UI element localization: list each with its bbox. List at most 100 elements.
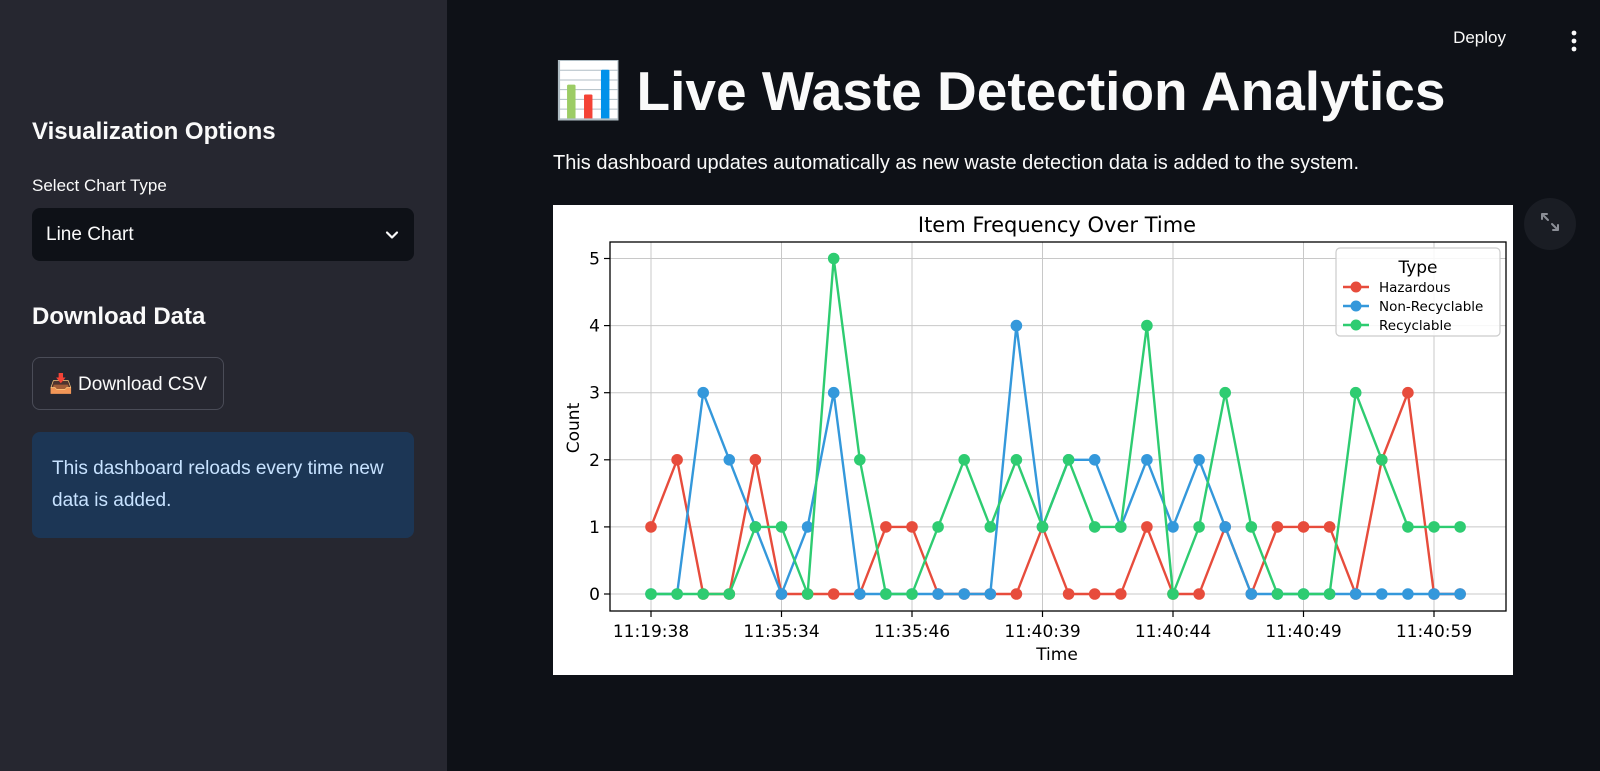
- download-data-heading: Download Data: [32, 303, 206, 330]
- data-point-recyclable: [1141, 319, 1153, 332]
- legend-swatch-marker: [1350, 281, 1362, 293]
- data-point-non-recyclable: [854, 588, 866, 600]
- data-point-recyclable: [645, 588, 657, 600]
- data-point-recyclable: [1297, 588, 1310, 600]
- data-point-recyclable: [932, 521, 944, 533]
- chart-type-value: Line Chart: [46, 223, 134, 245]
- legend-entry-label: Non-Recyclable: [1379, 299, 1483, 315]
- data-point-non-recyclable: [1428, 588, 1440, 600]
- page-title: 📊 Live Waste Detection Analytics: [554, 58, 1445, 123]
- data-point-hazardous: [827, 588, 840, 600]
- data-point-non-recyclable: [1219, 521, 1231, 533]
- chevron-down-icon: [384, 227, 400, 243]
- line-chart: Item Frequency Over Time Time Count 0 1 2 3…: [553, 205, 1513, 675]
- data-point-hazardous: [1193, 588, 1205, 600]
- data-point-recyclable: [1193, 521, 1205, 533]
- chart-type-label: Select Chart Type: [32, 176, 167, 195]
- legend-entry-label: Recyclable: [1379, 318, 1452, 334]
- download-csv-label: 📥 Download CSV: [49, 373, 207, 395]
- data-point-non-recyclable: [932, 588, 944, 600]
- data-point-recyclable: [1010, 454, 1023, 466]
- data-point-recyclable: [1402, 521, 1414, 533]
- legend-box: [1335, 247, 1501, 337]
- data-point-hazardous: [1010, 588, 1023, 600]
- data-point-recyclable: [1323, 588, 1336, 600]
- data-point-non-recyclable: [1376, 588, 1388, 600]
- data-point-hazardous: [1402, 386, 1414, 399]
- download-csv-button[interactable]: 📥 Download CSV: [32, 357, 224, 410]
- x-tick-label: 11:40:39: [1004, 622, 1080, 642]
- chart-svg: Item Frequency Over Time Time Count 0 1 2 3…: [564, 213, 1507, 665]
- data-point-hazardous: [1323, 521, 1336, 533]
- fullscreen-button[interactable]: [1524, 198, 1576, 250]
- data-point-non-recyclable: [1088, 454, 1101, 466]
- data-point-recyclable: [1167, 588, 1179, 600]
- main-content: Deploy 📊 Live Waste Detection Analytics …: [447, 0, 1600, 771]
- data-point-recyclable: [1036, 521, 1049, 533]
- data-point-recyclable: [1115, 521, 1127, 533]
- data-point-recyclable: [671, 588, 683, 600]
- data-point-recyclable: [723, 588, 736, 600]
- data-point-hazardous: [1297, 521, 1310, 533]
- x-tick-label: 11:40:49: [1265, 622, 1341, 642]
- data-point-recyclable: [1271, 588, 1284, 600]
- x-tick-label: 11:35:34: [743, 622, 819, 642]
- data-point-recyclable: [1454, 521, 1466, 533]
- expand-icon: [1539, 211, 1561, 238]
- y-tick-label: 5: [589, 250, 600, 270]
- plot-frame: [609, 241, 1507, 612]
- data-point-recyclable: [984, 521, 997, 533]
- data-point-recyclable: [854, 454, 866, 466]
- data-point-recyclable: [1428, 521, 1440, 533]
- sidebar: Visualization Options Select Chart Type …: [0, 0, 447, 771]
- x-axis-label: Time: [1035, 645, 1078, 665]
- data-point-recyclable: [1062, 454, 1075, 466]
- data-point-non-recyclable: [1245, 588, 1258, 600]
- data-point-hazardous: [1088, 588, 1101, 600]
- legend-entry-label: Hazardous: [1379, 280, 1451, 296]
- data-point-recyclable: [1088, 521, 1101, 533]
- deploy-button[interactable]: Deploy: [1453, 28, 1506, 47]
- data-point-non-recyclable: [775, 588, 788, 600]
- data-point-recyclable: [1376, 454, 1388, 466]
- data-point-non-recyclable: [1167, 521, 1179, 533]
- data-point-recyclable: [801, 588, 814, 600]
- data-point-non-recyclable: [697, 386, 709, 399]
- data-point-hazardous: [906, 521, 918, 533]
- data-point-recyclable: [1219, 386, 1231, 399]
- data-point-hazardous: [1062, 588, 1075, 600]
- more-vertical-icon[interactable]: [1564, 28, 1584, 54]
- page-subtitle: This dashboard updates automatically as …: [553, 152, 1360, 174]
- info-alert: This dashboard reloads every time new da…: [32, 432, 414, 538]
- legend-swatch-marker: [1350, 300, 1362, 312]
- y-axis-label: Count: [564, 402, 584, 453]
- chart-type-select[interactable]: Line Chart: [32, 208, 414, 261]
- data-point-non-recyclable: [1010, 319, 1023, 332]
- x-tick-label: 11:19:38: [613, 622, 689, 642]
- data-point-hazardous: [1141, 521, 1153, 533]
- data-point-non-recyclable: [827, 386, 840, 399]
- data-point-recyclable: [697, 588, 709, 600]
- x-tick-label: 11:40:59: [1396, 622, 1472, 642]
- data-point-hazardous: [880, 521, 892, 533]
- data-point-hazardous: [1115, 588, 1127, 600]
- data-point-recyclable: [1349, 386, 1362, 399]
- y-tick-label: 4: [589, 317, 600, 337]
- chart-legend: Type Hazardous Non-Recyclable Recyclable: [1335, 247, 1501, 337]
- data-point-non-recyclable: [1349, 588, 1362, 600]
- data-point-non-recyclable: [801, 521, 814, 533]
- bar-chart-emoji-icon: 📊: [554, 59, 623, 121]
- data-point-non-recyclable: [1193, 454, 1205, 466]
- y-tick-label: 3: [589, 384, 600, 404]
- data-point-hazardous: [671, 454, 683, 466]
- y-tick-label: 2: [589, 451, 600, 471]
- y-tick-label: 0: [589, 585, 600, 605]
- page-title-text: Live Waste Detection Analytics: [636, 59, 1446, 122]
- visualization-options-heading: Visualization Options: [32, 118, 276, 145]
- y-tick-label: 1: [589, 518, 600, 538]
- x-tick-label: 11:40:44: [1135, 622, 1211, 642]
- data-point-non-recyclable: [723, 454, 736, 466]
- legend-title: Type: [1397, 258, 1437, 278]
- data-point-hazardous: [645, 521, 657, 533]
- data-point-recyclable: [958, 454, 970, 466]
